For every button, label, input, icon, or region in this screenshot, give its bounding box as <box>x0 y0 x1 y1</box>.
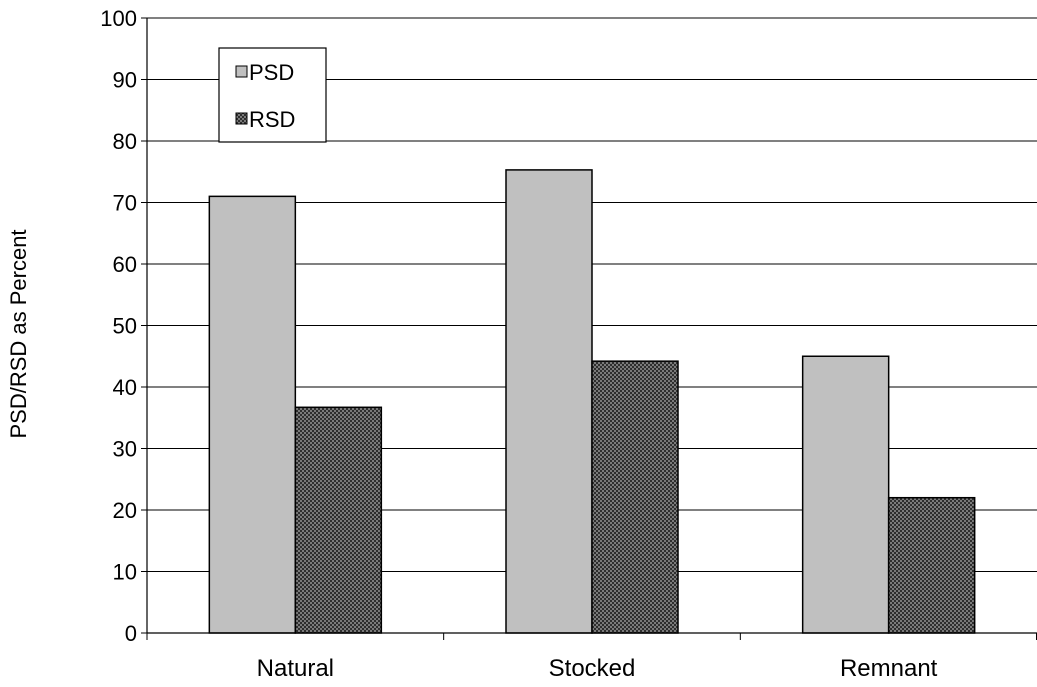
axes <box>141 17 1037 640</box>
bar-psd-remnant <box>801 355 890 634</box>
y-tick-label: 40 <box>113 375 137 400</box>
bar-rsd-remnant <box>887 496 976 634</box>
y-tick-label: 100 <box>100 6 137 31</box>
legend-label-rsd: RSD <box>249 107 295 132</box>
y-tick-label: 90 <box>113 68 137 93</box>
x-tick-label: Stocked <box>549 655 636 682</box>
bar-psd-natural <box>208 195 297 634</box>
legend: PSD RSD <box>218 47 327 143</box>
y-tick-label: 30 <box>113 437 137 462</box>
y-tick-label: 60 <box>113 252 137 277</box>
legend-swatch-psd <box>235 65 248 78</box>
y-tick-label: 70 <box>113 191 137 216</box>
legend-label-psd: PSD <box>249 60 294 85</box>
y-tick-label: 0 <box>125 621 137 646</box>
bar-rsd-stocked <box>591 360 679 634</box>
x-tick-label: Natural <box>257 655 334 682</box>
bars <box>208 169 976 634</box>
tick-labels: 0 10 20 30 40 50 60 70 80 90 100 Natural Stocked Remn… <box>100 6 937 682</box>
y-tick-label: 80 <box>113 129 137 154</box>
legend-box <box>218 47 327 143</box>
x-tick-label: Remnant <box>840 655 938 682</box>
y-tick-label: 50 <box>113 314 137 339</box>
legend-swatch-rsd <box>235 112 248 125</box>
y-tick-label: 10 <box>113 560 137 585</box>
bar-rsd-natural <box>294 406 383 634</box>
bar-psd-stocked <box>505 169 593 634</box>
y-axis-title: PSD/RSD as Percent <box>6 229 31 438</box>
y-tick-label: 20 <box>113 498 137 523</box>
